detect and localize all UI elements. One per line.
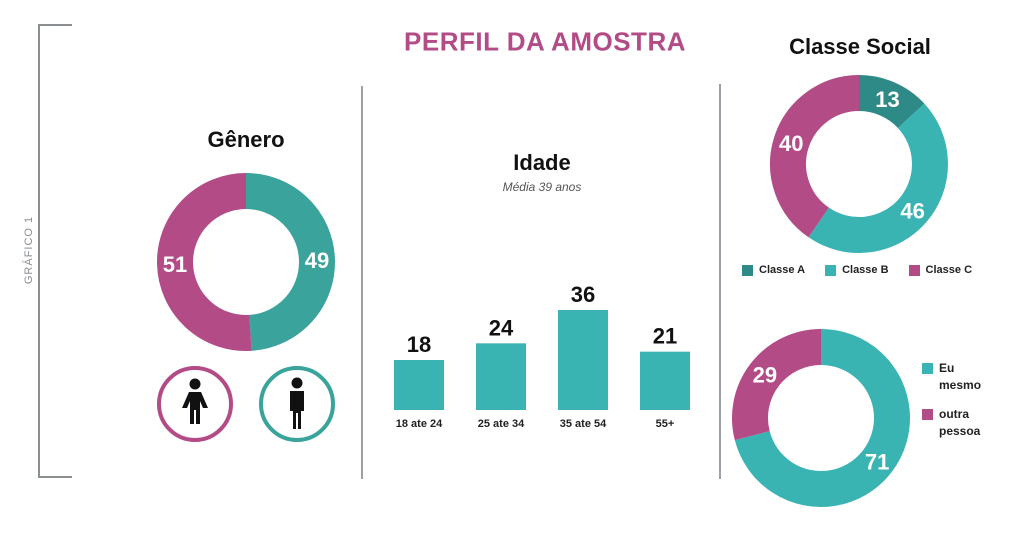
age-category-label: 18 ate 24: [396, 418, 443, 430]
age-bar: [394, 360, 444, 410]
man-icon-badge: [259, 366, 335, 442]
social-class-donut-chart: 13 46 40: [770, 75, 948, 253]
gender-slice-label-0: 49: [305, 248, 329, 273]
respondent-slice-0: [734, 329, 910, 507]
class-legend-label: Classe C: [925, 264, 973, 276]
respondent-legend-swatch: [922, 363, 933, 374]
age-bar: [640, 351, 690, 410]
respondent-legend-swatch: [922, 409, 933, 420]
age-bar-chart: 18 18 ate 24 24 25 ate 34 36 35 ate 54 21 55+: [394, 282, 690, 430]
social-class-legend: Classe A Classe B Classe C: [742, 264, 972, 276]
class-legend-swatch: [742, 264, 753, 276]
age-subtitle: Média 39 anos: [502, 180, 582, 194]
social-class-title: Classe Social: [789, 34, 931, 59]
age-bar: [476, 343, 526, 410]
age-category-label: 25 ate 34: [478, 418, 525, 430]
gender-slice-0: [245, 173, 335, 351]
gender-slice-1: [157, 173, 252, 351]
chart-number-label: GRÁFICO 1: [23, 215, 35, 285]
respondent-slice-1: [732, 329, 822, 441]
age-title: Idade: [513, 150, 571, 175]
class-slice-label-2: 40: [779, 131, 803, 156]
respondent-legend-label: Eu mesmo: [939, 361, 982, 392]
gender-title: Gênero: [207, 127, 285, 152]
divider-left: [361, 86, 363, 479]
class-legend-label: Classe B: [842, 264, 889, 276]
age-category-label: 55+: [656, 418, 675, 430]
class-slice-label-0: 13: [875, 87, 899, 112]
class-slice-label-1: 46: [900, 199, 924, 224]
age-category-label: 35 ate 54: [560, 418, 607, 430]
man-icon: [290, 377, 304, 429]
woman-icon: [182, 378, 208, 424]
class-legend-item-2: Classe C: [908, 264, 973, 276]
page-title: PERFIL DA AMOSTRA: [404, 26, 686, 57]
class-slice-0: [858, 75, 925, 129]
gender-donut-chart: 49 51: [157, 173, 335, 351]
age-bar-value: 24: [489, 315, 514, 340]
respondent-legend: Eu mesmo outra pessoa: [922, 360, 999, 440]
woman-icon-badge: [157, 366, 233, 442]
class-slice-2: [770, 75, 860, 238]
class-legend-item-0: Classe A: [742, 264, 805, 276]
gender-slice-label-1: 51: [163, 252, 187, 277]
respondent-legend-item-1: outra pessoa: [922, 406, 999, 440]
age-bar-value: 36: [571, 282, 595, 307]
age-bar-value: 18: [407, 332, 431, 357]
respondent-donut-chart: 71 29: [732, 329, 910, 507]
class-legend-label: Classe A: [759, 264, 806, 276]
respondent-slice-label-1: 29: [753, 362, 777, 387]
class-legend-swatch: [908, 264, 920, 276]
class-legend-item-1: Classe B: [825, 264, 889, 276]
respondent-legend-item-0: Eu mesmo: [922, 360, 999, 394]
age-bar-value: 21: [653, 324, 677, 349]
divider-right: [719, 84, 721, 479]
class-slice-1: [808, 103, 948, 253]
left-bracket: [38, 24, 72, 478]
respondent-legend-label: outra pessoa: [939, 407, 981, 438]
class-legend-swatch: [825, 264, 837, 276]
respondent-slice-label-0: 71: [865, 450, 889, 475]
age-bar: [558, 310, 608, 410]
